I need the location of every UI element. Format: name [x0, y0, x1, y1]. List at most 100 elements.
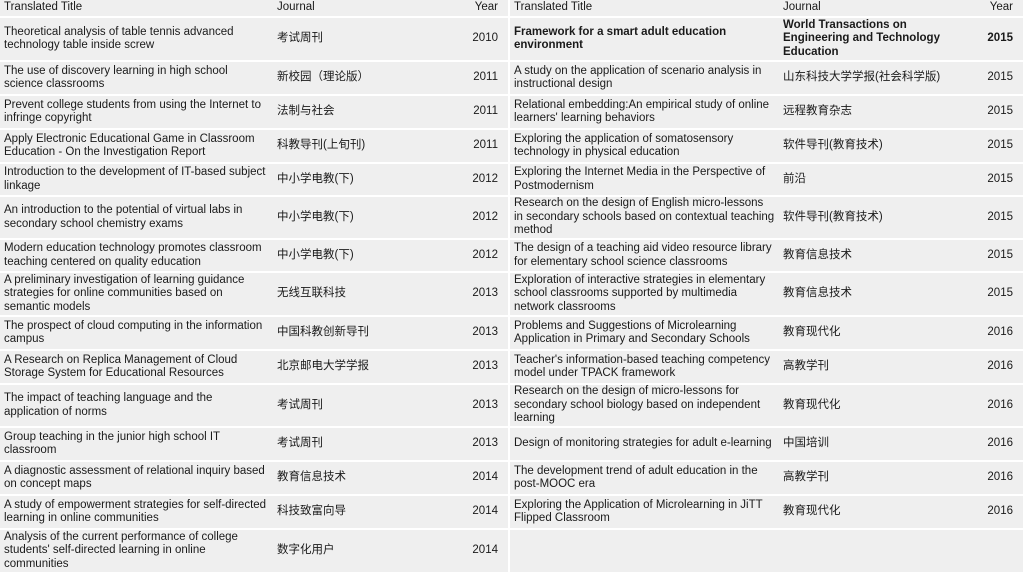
table-row: Theoretical analysis of table tennis adv…	[0, 17, 1023, 62]
left-title-cell: A diagnostic assessment of relational in…	[0, 461, 273, 496]
table-row: The prospect of cloud computing in the i…	[0, 316, 1023, 351]
left-title-cell: A Research on Replica Management of Clou…	[0, 350, 273, 385]
right-year-cell: 2016	[963, 384, 1023, 428]
right-year-cell: 2015	[963, 196, 1023, 240]
left-year-cell: 2012	[463, 239, 510, 273]
left-year-cell: 2013	[463, 350, 510, 385]
table-row: A diagnostic assessment of relational in…	[0, 461, 1023, 496]
right-title-cell: A study on the application of scenario a…	[509, 61, 779, 96]
right-journal-cell: 山东科技大学学报(社会科学版)	[779, 61, 963, 96]
left-journal-cell: 中小学电教(下)	[273, 196, 463, 240]
table-row: Prevent college students from using the …	[0, 95, 1023, 130]
left-title-cell: An introduction to the potential of virt…	[0, 196, 273, 240]
table-row: Apply Electronic Educational Game in Cla…	[0, 129, 1023, 164]
right-year-cell	[963, 529, 1023, 574]
right-journal-cell	[779, 529, 963, 574]
right-year-cell: 2016	[963, 427, 1023, 462]
left-year-cell: 2012	[463, 163, 510, 197]
left-journal-cell: 科教导刊(上旬刊)	[273, 129, 463, 164]
left-title-cell: Analysis of the current performance of c…	[0, 529, 273, 574]
header-title-left: Translated Title	[0, 0, 273, 18]
right-journal-cell: 教育信息技术	[779, 272, 963, 317]
left-journal-cell: 考试周刊	[273, 427, 463, 462]
left-journal-cell: 法制与社会	[273, 95, 463, 130]
right-journal-cell: 中国培训	[779, 427, 963, 462]
table-row: A Research on Replica Management of Clou…	[0, 350, 1023, 385]
left-journal-cell: 无线互联科技	[273, 272, 463, 317]
left-title-cell: A study of empowerment strategies for se…	[0, 495, 273, 530]
right-journal-cell: 前沿	[779, 163, 963, 197]
left-title-cell: The use of discovery learning in high sc…	[0, 61, 273, 96]
header-journal-right: Journal	[779, 0, 963, 18]
right-journal-cell: 高教学刊	[779, 350, 963, 385]
right-year-cell: 2015	[963, 129, 1023, 164]
left-title-cell: Theoretical analysis of table tennis adv…	[0, 17, 273, 62]
right-title-cell: Research on the design of micro-lessons …	[509, 384, 779, 428]
left-journal-cell: 考试周刊	[273, 384, 463, 428]
left-year-cell: 2013	[463, 427, 510, 462]
right-title-cell: Research on the design of English micro-…	[509, 196, 779, 240]
left-title-cell: Group teaching in the junior high school…	[0, 427, 273, 462]
left-title-cell: The prospect of cloud computing in the i…	[0, 316, 273, 351]
header-title-right: Translated Title	[509, 0, 779, 18]
table-row: Modern education technology promotes cla…	[0, 239, 1023, 273]
left-year-cell: 2011	[463, 95, 510, 130]
left-year-cell: 2013	[463, 272, 510, 317]
left-year-cell: 2014	[463, 495, 510, 530]
left-year-cell: 2014	[463, 461, 510, 496]
right-year-cell: 2015	[963, 239, 1023, 273]
left-journal-cell: 数字化用户	[273, 529, 463, 574]
left-journal-cell: 中小学电教(下)	[273, 163, 463, 197]
left-year-cell: 2012	[463, 196, 510, 240]
right-year-cell: 2015	[963, 17, 1023, 62]
right-title-cell: Exploration of interactive strategies in…	[509, 272, 779, 317]
left-year-cell: 2013	[463, 316, 510, 351]
right-title-cell: Design of monitoring strategies for adul…	[509, 427, 779, 462]
left-year-cell: 2013	[463, 384, 510, 428]
left-title-cell: A preliminary investigation of learning …	[0, 272, 273, 317]
right-year-cell: 2015	[963, 95, 1023, 130]
left-title-cell: Prevent college students from using the …	[0, 95, 273, 130]
right-journal-cell: 教育现代化	[779, 495, 963, 530]
right-title-cell: Framework for a smart adult education en…	[509, 17, 779, 62]
left-journal-cell: 考试周刊	[273, 17, 463, 62]
right-journal-cell: 教育现代化	[779, 316, 963, 351]
right-year-cell: 2015	[963, 61, 1023, 96]
right-year-cell: 2016	[963, 461, 1023, 496]
right-year-cell: 2015	[963, 272, 1023, 317]
table-row: A preliminary investigation of learning …	[0, 272, 1023, 317]
header-row: Translated Title Journal Year Translated…	[0, 0, 1023, 18]
left-journal-cell: 新校园（理论版）	[273, 61, 463, 96]
header-year-right: Year	[963, 0, 1023, 18]
header-year-left: Year	[463, 0, 510, 18]
right-journal-cell: 远程教育杂志	[779, 95, 963, 130]
header-journal-left: Journal	[273, 0, 463, 18]
right-year-cell: 2016	[963, 316, 1023, 351]
left-journal-cell: 教育信息技术	[273, 461, 463, 496]
left-year-cell: 2014	[463, 529, 510, 574]
left-title-cell: Modern education technology promotes cla…	[0, 239, 273, 273]
left-journal-cell: 中国科教创新导刊	[273, 316, 463, 351]
table-row: The use of discovery learning in high sc…	[0, 61, 1023, 96]
right-journal-cell: 教育现代化	[779, 384, 963, 428]
right-year-cell: 2016	[963, 350, 1023, 385]
right-title-cell: Problems and Suggestions of Microlearnin…	[509, 316, 779, 351]
table-row: An introduction to the potential of virt…	[0, 196, 1023, 240]
right-title-cell: The design of a teaching aid video resou…	[509, 239, 779, 273]
table-row: A study of empowerment strategies for se…	[0, 495, 1023, 530]
left-year-cell: 2011	[463, 61, 510, 96]
right-journal-cell: World Transactions on Engineering and Te…	[779, 17, 963, 62]
right-title-cell: Relational embedding:An empirical study …	[509, 95, 779, 130]
left-year-cell: 2010	[463, 17, 510, 62]
left-year-cell: 2011	[463, 129, 510, 164]
right-title-cell: The development trend of adult education…	[509, 461, 779, 496]
right-journal-cell: 教育信息技术	[779, 239, 963, 273]
right-title-cell	[509, 529, 779, 574]
right-title-cell: Exploring the Internet Media in the Pers…	[509, 163, 779, 197]
right-journal-cell: 软件导刊(教育技术)	[779, 129, 963, 164]
right-title-cell: Teacher's information-based teaching com…	[509, 350, 779, 385]
left-journal-cell: 科技致富向导	[273, 495, 463, 530]
right-title-cell: Exploring the application of somatosenso…	[509, 129, 779, 164]
table-row: Introduction to the development of IT-ba…	[0, 163, 1023, 197]
